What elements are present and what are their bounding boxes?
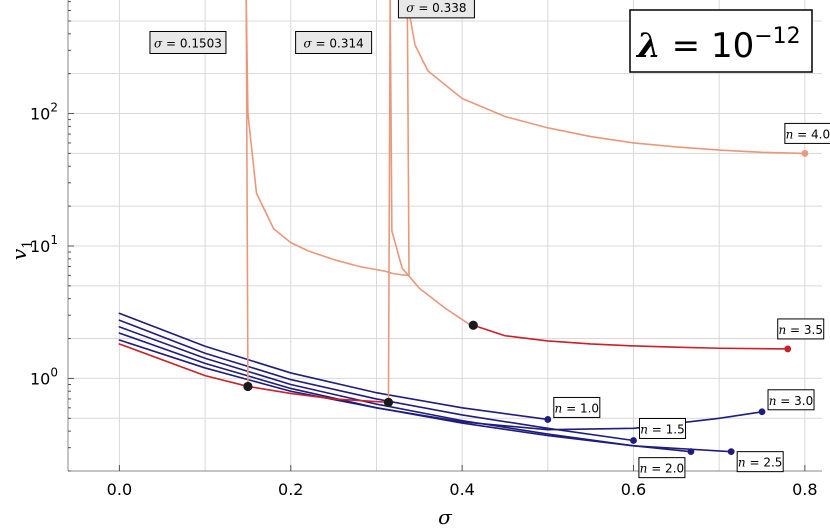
y-axis-title-sub: 1 [20,240,36,249]
y-tick-label: 101 [30,233,58,256]
series-line [118,319,635,442]
y-tick-label: 100 [30,365,58,388]
series-line [247,385,390,404]
x-tick-label: 0.0 [107,480,132,499]
vertical-jump-line [387,0,391,404]
n-label: n = 2.0 [638,457,686,479]
transition-point [383,397,394,407]
series-end-point [687,448,695,456]
n-label: n = 1.0 [553,396,601,418]
marker-layer [243,150,809,456]
n-label-text: n = 2.0 [640,462,685,476]
y-tick-label: 102 [30,101,58,124]
tick-layer: 0.0 0.2 0.4 0.6 0.8 100 101 102 [30,1,818,499]
svg-text:λ = 10−12: λ = 10−12 [635,24,801,66]
n-label-text: n = 1.0 [555,401,600,415]
vertical-jump-line [406,0,410,277]
n-label-text: n = 1.5 [640,422,685,436]
chart-title-equals: = 10 [661,26,754,66]
x-axis-title: σ [438,505,453,529]
series-line [118,339,763,431]
n-label-box [639,417,686,439]
chart-title-box: λ = 10−12 [629,9,813,73]
sigma-label-box [149,30,227,54]
n-label-box [777,318,825,340]
curve-layer [118,0,806,453]
series-line [245,0,410,277]
n-label: n = 1.5 [639,417,686,439]
series-line [472,324,789,350]
n-label-text: n = 2.5 [738,456,783,470]
y-axis-title: v1 [7,240,36,260]
n-label-box [553,396,601,418]
x-tick-label: 0.2 [278,480,303,499]
chart-title-lambda: λ [635,26,661,66]
chart-title-exponent: −12 [754,24,800,49]
sigma-label-box [295,30,373,54]
series-end-point [801,150,809,157]
transition-point [468,320,478,330]
n-label-text: n = 3.0 [769,394,814,408]
x-tick-label: 0.8 [792,480,817,499]
sigma-label-text: σ = 0.314 [303,36,363,50]
series-line [118,343,249,388]
y-axis-title-main: v [7,248,31,260]
svg-text:v1: v1 [7,240,36,260]
n-label: n = 4.0 [784,122,830,144]
sigma-label-text: σ = 0.1503 [154,36,222,50]
n-label-text: n = 3.5 [778,323,823,337]
n-label-text: n = 4.0 [786,127,830,141]
transition-point [243,381,253,392]
n-label-box [736,451,784,473]
series-line [389,0,472,327]
grid-layer [68,0,822,472]
sigma-label: σ = 0.338 [397,0,475,19]
series-end-point [727,448,735,456]
sigma-label-box [397,0,475,19]
n-label: n = 2.5 [736,451,784,473]
vertical-jump-line [245,0,249,388]
n-label-box [784,122,830,144]
label-layer: n = 1.0 n = 1.5 n = 2.0 n = 2.5 n = 3.0 n = 3… [149,0,830,479]
plot-frame [67,0,822,472]
series-line [406,0,806,155]
n-label: n = 3.5 [777,318,825,340]
n-label: n = 3.0 [767,389,815,411]
x-tick-label: 0.4 [449,480,474,499]
sigma-label-text: σ = 0.338 [406,1,466,15]
sigma-label: σ = 0.1503 [149,30,227,54]
x-tick-label: 0.6 [621,480,646,499]
series-end-point [544,416,552,423]
series-end-point [630,437,637,444]
n-label-box [767,389,815,411]
sigma-label: σ = 0.314 [295,30,373,54]
series-line [118,312,549,421]
n-label-box [638,457,686,479]
series-end-point [784,345,792,353]
series-end-point [758,408,766,416]
